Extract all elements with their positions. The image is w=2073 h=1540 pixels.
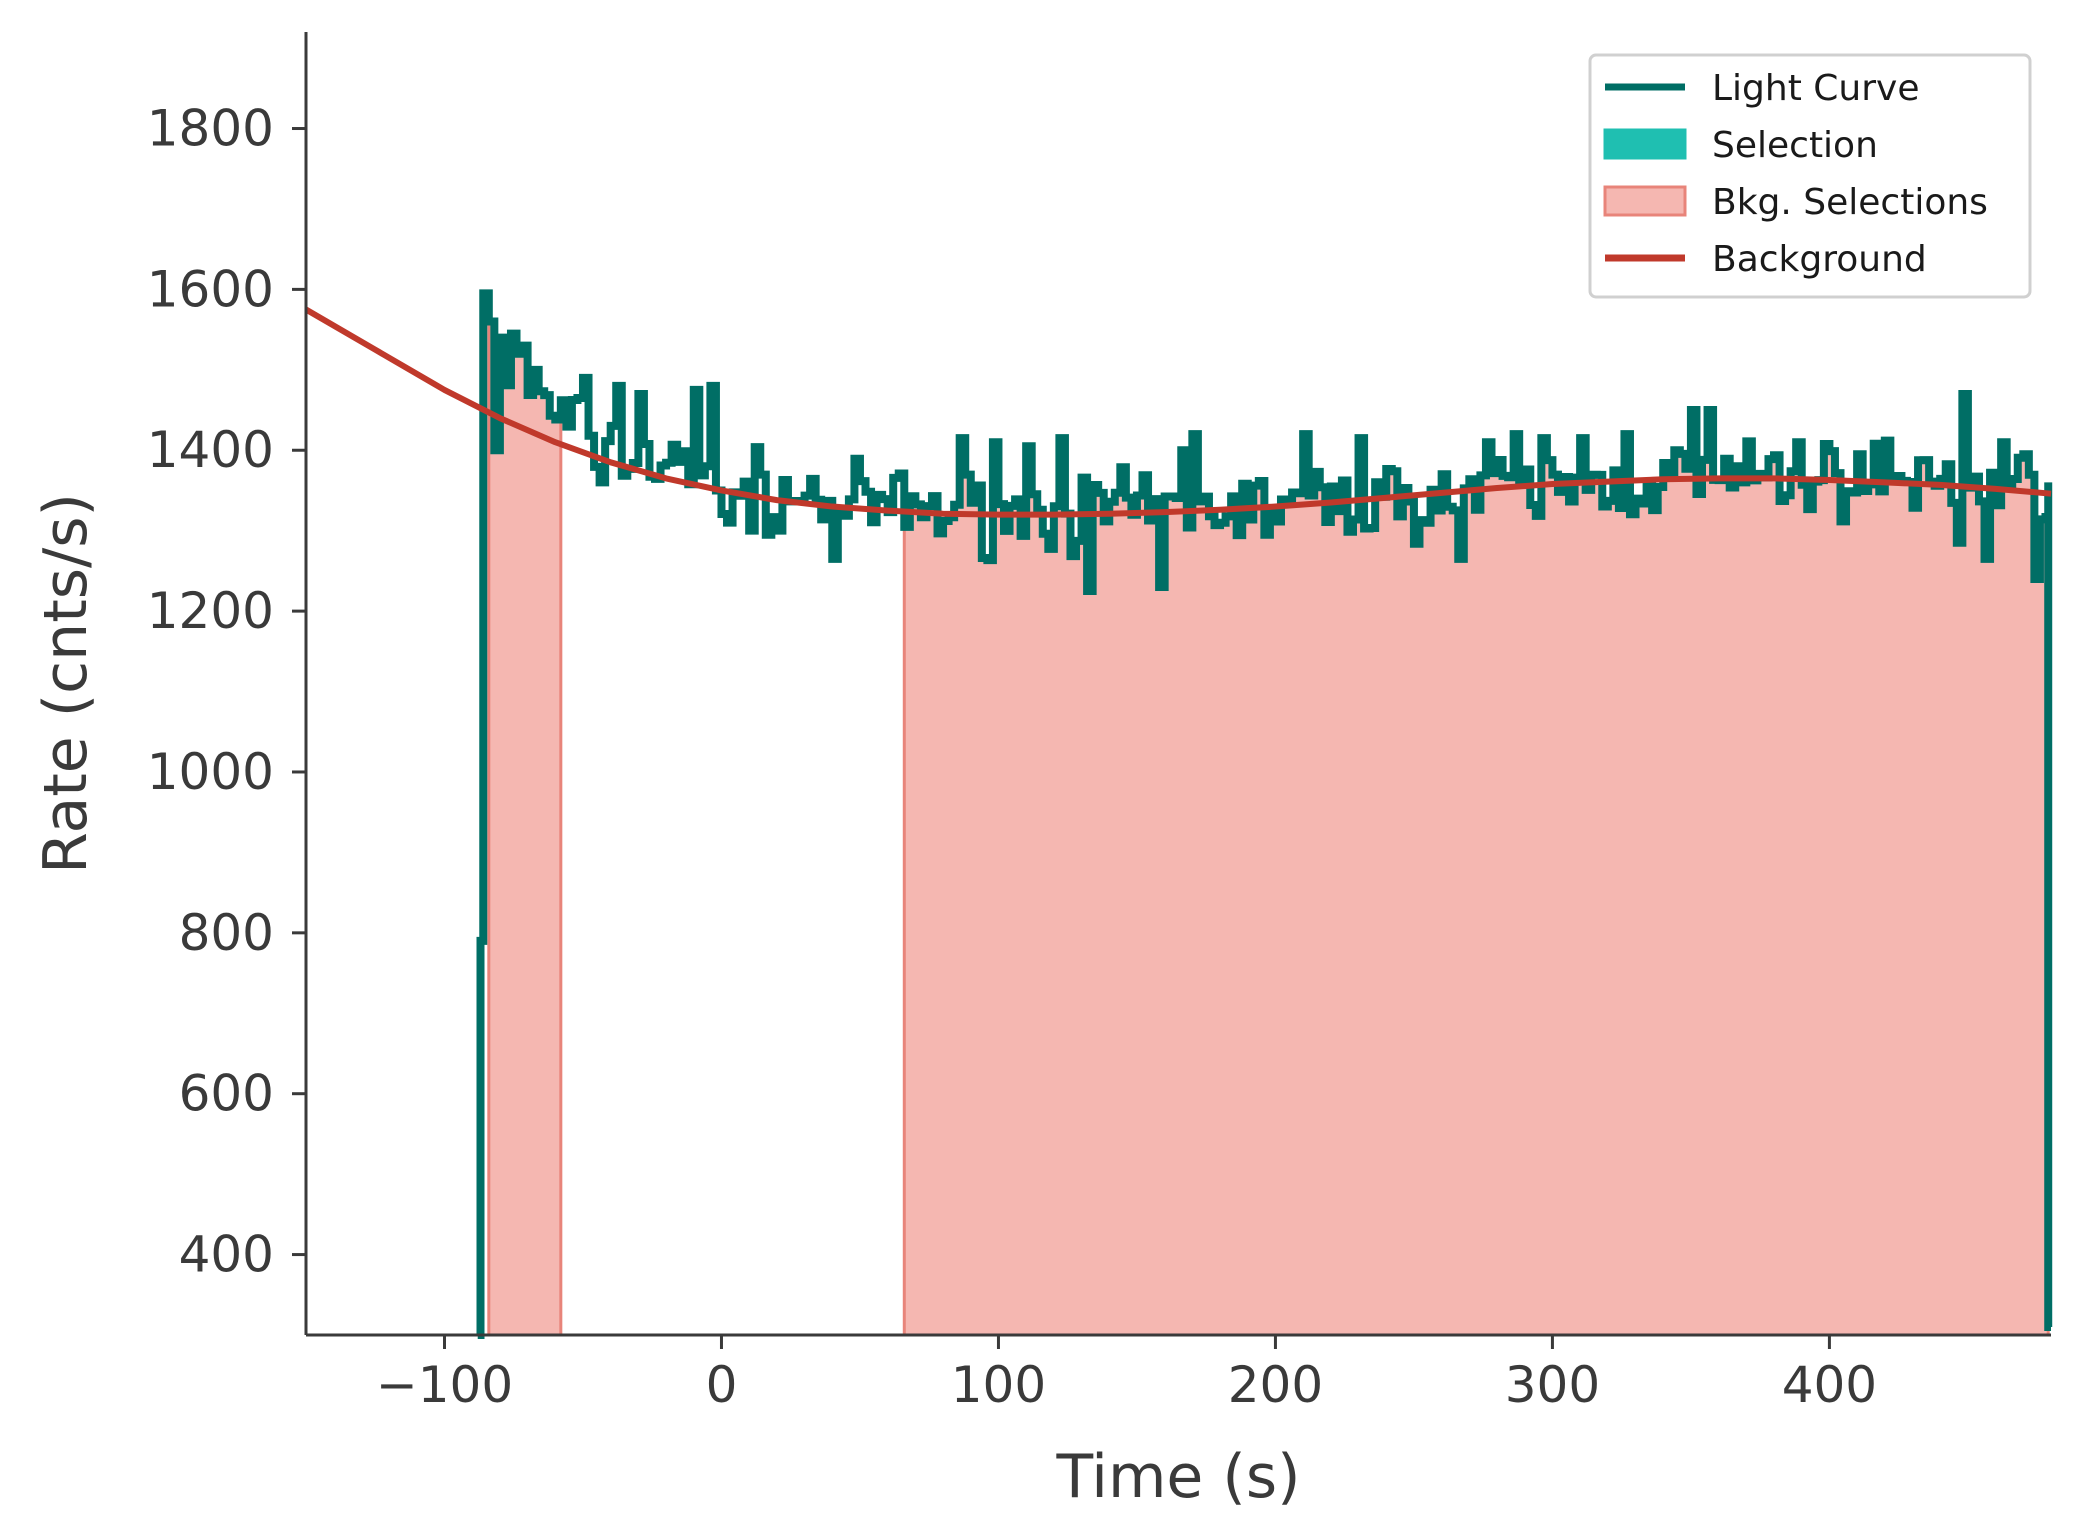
legend-box — [1588, 53, 2032, 299]
y-tick-label: 1800 — [147, 100, 274, 158]
bkg-selection-region-1 — [488, 321, 561, 1335]
legend-item: Light Curve — [1605, 68, 1920, 109]
legend-label: Background — [1712, 239, 1927, 280]
y-tick-label: 1000 — [147, 743, 274, 801]
background-fit-line — [304, 306, 2052, 518]
legend-item: Bkg. Selections — [1603, 182, 1988, 223]
background-fit-layer — [304, 306, 2052, 518]
x-tick-label: 100 — [951, 1356, 1046, 1414]
legend: Light Curve Selection Bkg. Selections Backg… — [1588, 53, 2032, 299]
legend-label: Bkg. Selections — [1712, 182, 1988, 223]
legend-item: Background — [1605, 239, 1927, 280]
x-axis-label: Time (s) — [1056, 1442, 1301, 1512]
legend-label: Selection — [1712, 125, 1878, 166]
x-tick-label: 0 — [706, 1356, 738, 1414]
y-ticks: 400 600 800 1000 1200 1400 1600 1800 — [147, 100, 306, 1284]
y-tick-label: 400 — [179, 1226, 274, 1284]
bkg-selection-region-2 — [904, 393, 2049, 1335]
y-axis-label: Rate (cnts/s) — [31, 493, 101, 874]
legend-patch-swatch — [1603, 185, 1687, 217]
x-tick-label: 300 — [1505, 1356, 1600, 1414]
y-tick-label: 1400 — [147, 421, 274, 479]
y-tick-label: 600 — [179, 1065, 274, 1123]
x-tick-label: −100 — [376, 1356, 513, 1414]
axes — [304, 32, 2051, 1337]
x-ticks: −100 0 100 200 300 400 — [376, 1335, 1877, 1414]
legend-patch-swatch — [1603, 128, 1687, 160]
y-tick-label: 1200 — [147, 582, 274, 640]
bkg-selection-layer — [487, 321, 2050, 1335]
legend-item: Selection — [1603, 125, 1878, 166]
legend-items: Light Curve Selection Bkg. Selections Backg… — [1603, 68, 1988, 280]
x-tick-label: 400 — [1782, 1356, 1877, 1414]
x-tick-label: 200 — [1228, 1356, 1323, 1414]
y-tick-label: 800 — [179, 904, 274, 962]
y-tick-label: 1600 — [147, 260, 274, 318]
legend-label: Light Curve — [1712, 68, 1920, 109]
